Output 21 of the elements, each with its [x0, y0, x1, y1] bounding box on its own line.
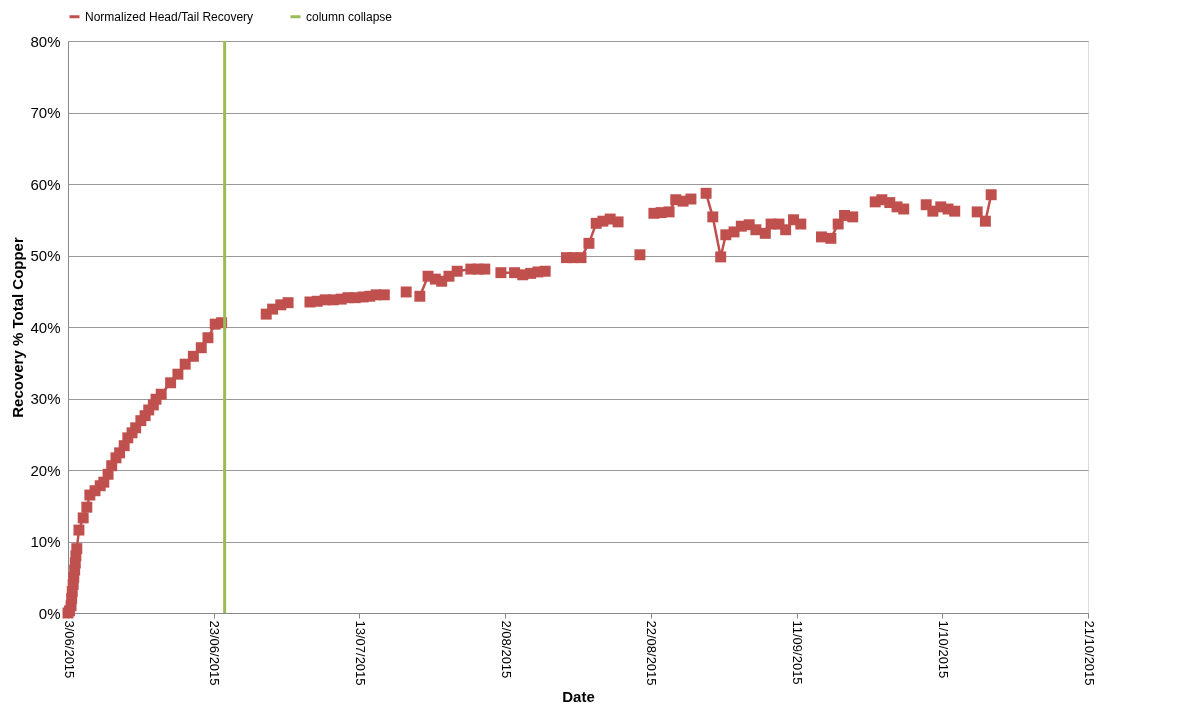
- y-tick-label: 30%: [30, 390, 61, 407]
- x-tick-label: 3/06/2015: [61, 620, 77, 679]
- y-tick-label: 0%: [38, 604, 61, 622]
- y-tick-label: 70%: [30, 104, 61, 121]
- y-tick-label: 40%: [30, 318, 61, 336]
- y-tick-label: 10%: [30, 533, 61, 550]
- x-tick-label: 22/08/2015: [644, 620, 660, 686]
- y-tick-label: 20%: [30, 461, 61, 479]
- y-axis-title: Recovery % Total Copper: [9, 237, 27, 418]
- y-tick-label: 60%: [30, 175, 61, 193]
- legend-label: column collapse: [306, 9, 393, 24]
- y-tick-label: 50%: [30, 247, 61, 264]
- x-axis-title: Date: [562, 687, 595, 705]
- x-tick-label: 13/07/2015: [352, 620, 368, 686]
- y-tick-label: 80%: [30, 32, 61, 50]
- x-tick-label: 2/08/2015: [498, 620, 514, 679]
- x-tick-label: 23/06/2015: [207, 620, 223, 686]
- x-tick-label: 1/10/2015: [935, 620, 951, 679]
- legend-label: Normalized Head/Tail Recovery: [85, 9, 254, 24]
- x-tick-label: 11/09/2015: [790, 620, 806, 685]
- x-tick-label: 21/10/2015: [1081, 620, 1097, 686]
